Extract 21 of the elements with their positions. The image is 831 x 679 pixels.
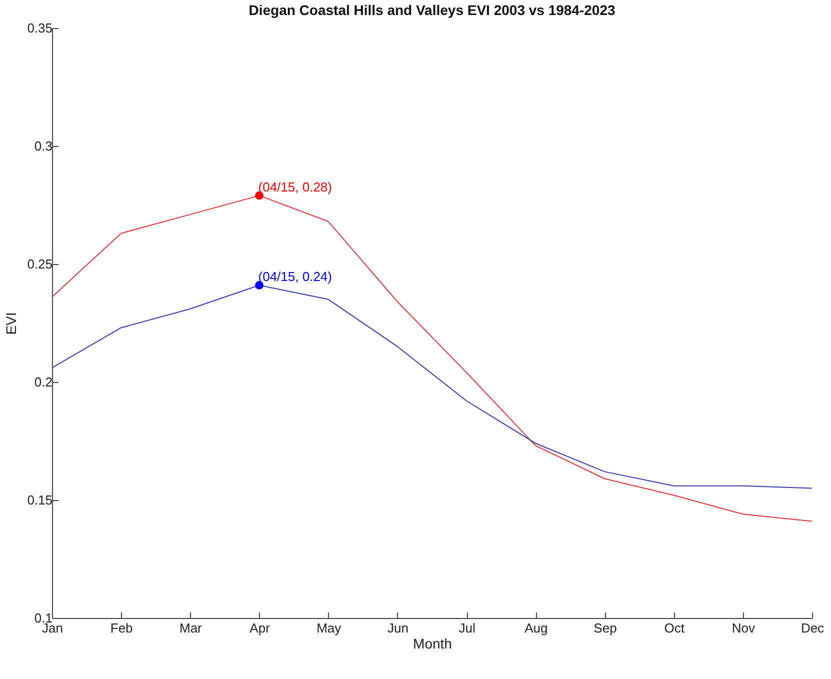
y-tick-label: 0.25 xyxy=(27,256,52,272)
x-tick-label: May xyxy=(316,620,342,636)
chart-title: Diegan Coastal Hills and Valleys EVI 2003 vs 1984-2023 xyxy=(248,2,616,18)
annotation: (04/15, 0.28) xyxy=(258,180,332,195)
y-tick-label: 0.35 xyxy=(27,20,52,36)
x-tick-label: Feb xyxy=(110,620,133,636)
x-tick-label: Aug xyxy=(524,620,548,636)
x-tick-label: Jun xyxy=(387,620,408,636)
x-tick-label: Mar xyxy=(179,620,203,636)
y-axis-title: EVI xyxy=(3,312,20,335)
x-tick-label: Apr xyxy=(250,620,271,636)
y-tick-label: 0.15 xyxy=(27,492,52,508)
x-tick-label: Jul xyxy=(458,620,476,636)
annotation: (04/15, 0.24) xyxy=(258,269,332,284)
x-tick-label: Nov xyxy=(732,620,756,636)
x-tick-label: Sep xyxy=(594,620,617,636)
x-tick-label: Dec xyxy=(800,620,825,636)
x-tick-label: Oct xyxy=(664,620,685,636)
x-axis-title: Month xyxy=(413,636,452,652)
y-tick-label: 0.3 xyxy=(34,138,52,154)
y-tick-label: 0.2 xyxy=(34,374,52,390)
